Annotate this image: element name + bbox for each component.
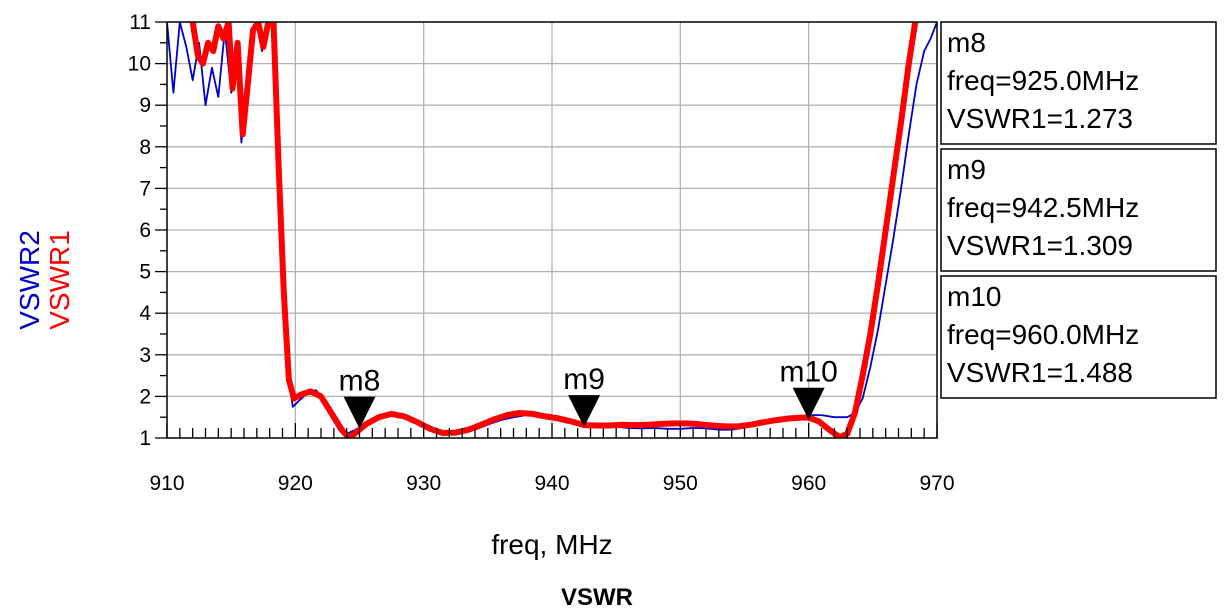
- marker-readout-m10-line-1: freq=960.0MHz: [947, 319, 1139, 350]
- marker-readout-m8: m8 freq=925.0MHz VSWR1=1.273: [940, 21, 1217, 145]
- marker-m10-label: m10: [779, 356, 837, 389]
- marker-readout-m8-frame: [940, 21, 1217, 145]
- y-tick-label-2: 2: [139, 385, 151, 408]
- chart-title: VSWR: [561, 584, 633, 611]
- marker-readout-m9: m9 freq=942.5MHz VSWR1=1.309: [940, 148, 1217, 272]
- x-tick-label-920: 920: [278, 472, 313, 495]
- marker-readout-m8-line-1: freq=925.0MHz: [947, 65, 1139, 96]
- x-tick-label-930: 930: [406, 472, 441, 495]
- x-tick-label-940: 940: [534, 472, 569, 495]
- marker-readout-m9-line-2: VSWR1=1.309: [947, 230, 1133, 261]
- marker-m8-label: m8: [339, 365, 381, 398]
- marker-readout-m9-frame: [940, 148, 1217, 272]
- marker-readout-m9-line-1: freq=942.5MHz: [947, 192, 1139, 223]
- y-tick-label-9: 9: [139, 94, 151, 117]
- x-tick-label-970: 970: [919, 472, 954, 495]
- marker-m10-icon: [792, 387, 825, 420]
- marker-readout-m8-line-2: VSWR1=1.273: [947, 103, 1133, 134]
- marker-m8-icon: [343, 396, 376, 429]
- y-axis-label-vswr1: VSWR1: [44, 230, 75, 330]
- marker-readout-m10-frame: [940, 275, 1217, 399]
- x-tick-label-960: 960: [791, 472, 826, 495]
- marker-m9-icon: [568, 395, 601, 428]
- marker-layer: m8 m9 m10: [339, 356, 838, 429]
- y-tick-label-6: 6: [139, 219, 151, 242]
- y-tick-label-3: 3: [139, 344, 151, 367]
- marker-readout-m10: m10 freq=960.0MHz VSWR1=1.488: [940, 275, 1217, 399]
- marker-m9-label: m9: [563, 363, 605, 396]
- y-tick-label-5: 5: [139, 261, 151, 284]
- marker-readout-m8-line-0: m8: [947, 27, 986, 58]
- marker-readout-m10-line-2: VSWR1=1.488: [947, 357, 1133, 388]
- y-tick-label-8: 8: [139, 136, 151, 159]
- y-tick-label-11: 11: [129, 11, 151, 34]
- y-tick-label-4: 4: [139, 302, 151, 325]
- series-layer: [167, 22, 937, 438]
- x-tick-label-910: 910: [149, 472, 184, 495]
- marker-readout-boxes: m8 freq=925.0MHz VSWR1=1.273 m9 freq=942.5MH…: [940, 21, 1217, 399]
- y-tick-label-7: 7: [139, 177, 151, 200]
- x-axis-label: freq, MHz: [491, 529, 612, 560]
- y-tick-label-1: 1: [139, 427, 151, 450]
- marker-readout-m9-line-0: m9: [947, 154, 986, 185]
- y-axis-label-vswr2: VSWR2: [14, 230, 45, 330]
- marker-readout-m10-line-0: m10: [947, 281, 1001, 312]
- y-axis-labels: VSWR2 VSWR1: [14, 230, 75, 330]
- x-tick-label-950: 950: [663, 472, 698, 495]
- y-tick-label-10: 10: [128, 53, 151, 76]
- series-line-vswr1: [189, 22, 919, 438]
